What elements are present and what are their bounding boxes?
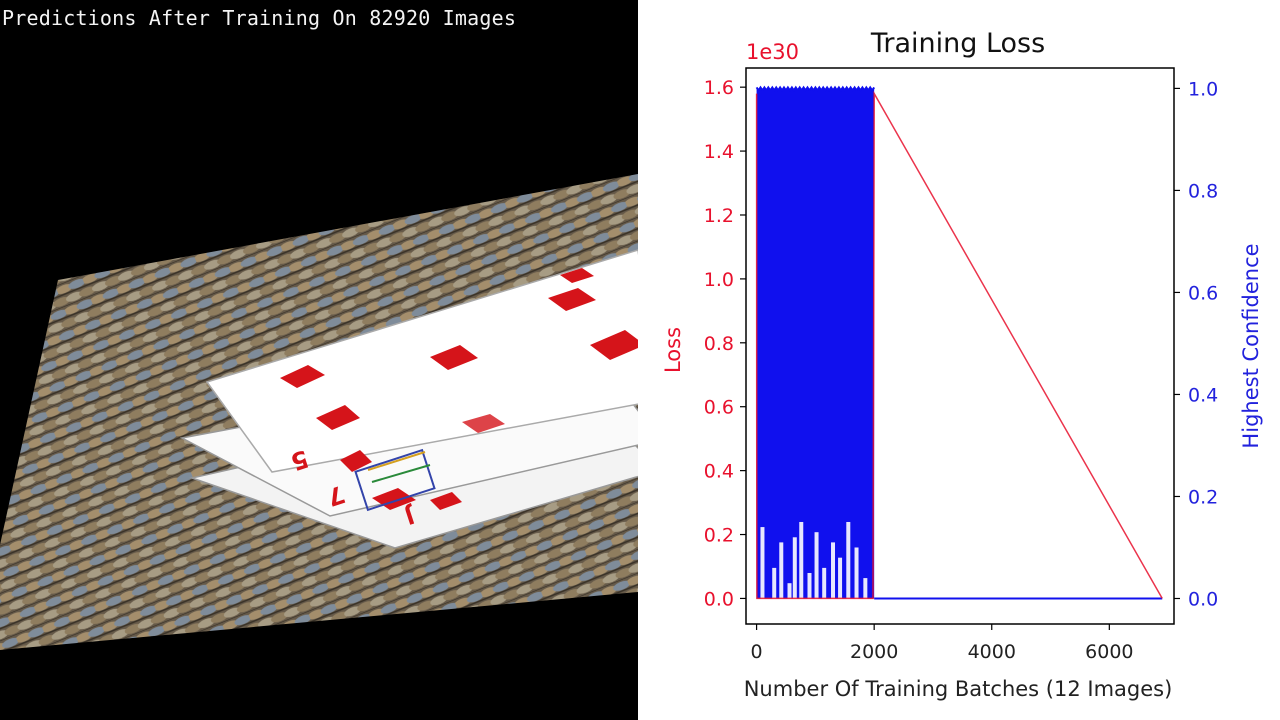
confidence-dip-2 bbox=[779, 542, 784, 599]
confidence-series-band bbox=[756, 88, 875, 599]
confidence-dip-1 bbox=[772, 567, 777, 599]
confidence-dip-5 bbox=[799, 521, 804, 599]
chart-title: Training Loss bbox=[870, 28, 1045, 59]
y-tick-label-right-0: 0.0 bbox=[1188, 588, 1218, 610]
confidence-dip-13 bbox=[863, 578, 868, 599]
y-tick-label-right-1: 0.2 bbox=[1188, 486, 1218, 508]
y-tick-label-left-7: 1.4 bbox=[704, 141, 734, 163]
confidence-series-top bbox=[755, 85, 876, 93]
y-axis-label-left: Loss bbox=[661, 327, 685, 373]
y-tick-label-left-6: 1.2 bbox=[704, 205, 734, 227]
prediction-title: Predictions After Training On 82920 Imag… bbox=[2, 6, 517, 30]
chart-panel: Training Loss 1e30 Loss Highest Confiden… bbox=[638, 0, 1280, 720]
y-tick-label-right-4: 0.8 bbox=[1188, 180, 1218, 202]
y-axis-label-right: Highest Confidence bbox=[1239, 243, 1263, 448]
y-tick-label-right-5: 1.0 bbox=[1188, 78, 1218, 100]
y-tick-label-right-2: 0.4 bbox=[1188, 384, 1218, 406]
confidence-dip-10 bbox=[838, 557, 843, 599]
prediction-panel: 5 7 J Predictions After Training On 8292… bbox=[0, 0, 638, 720]
confidence-dip-4 bbox=[792, 537, 797, 599]
loss-series-line bbox=[755, 90, 1163, 600]
confidence-dip-8 bbox=[822, 567, 827, 599]
y-tick-label-left-3: 0.6 bbox=[704, 397, 734, 419]
x-tick-label-1: 2000 bbox=[850, 641, 898, 663]
x-tick-label-2: 4000 bbox=[968, 641, 1016, 663]
y-tick-label-left-4: 0.8 bbox=[704, 333, 734, 355]
x-axis-label: Number Of Training Batches (12 Images) bbox=[744, 677, 1173, 701]
x-tick-label-3: 6000 bbox=[1085, 641, 1133, 663]
playing-cards: 5 7 J bbox=[179, 249, 638, 549]
prediction-image: 5 7 J bbox=[0, 174, 638, 650]
y-tick-label-left-0: 0.0 bbox=[704, 588, 734, 610]
confidence-dip-7 bbox=[814, 532, 819, 599]
y-tick-label-right-3: 0.6 bbox=[1188, 282, 1218, 304]
training-loss-chart: Training Loss 1e30 Loss Highest Confiden… bbox=[661, 28, 1263, 701]
confidence-dip-3 bbox=[787, 583, 792, 599]
y-tick-label-left-5: 1.0 bbox=[704, 269, 734, 291]
x-tick-label-0: 0 bbox=[751, 641, 763, 663]
confidence-dip-12 bbox=[854, 547, 859, 599]
y-offset-label: 1e30 bbox=[746, 40, 799, 64]
confidence-dip-6 bbox=[807, 572, 812, 599]
y-tick-label-left-1: 0.2 bbox=[704, 525, 734, 547]
y-tick-label-left-8: 1.6 bbox=[704, 77, 734, 99]
plot-frame bbox=[745, 67, 1175, 625]
confidence-dip-9 bbox=[831, 542, 836, 599]
confidence-dip-0 bbox=[760, 527, 765, 599]
confidence-dip-11 bbox=[846, 521, 851, 599]
y-tick-label-left-2: 0.4 bbox=[704, 461, 734, 483]
